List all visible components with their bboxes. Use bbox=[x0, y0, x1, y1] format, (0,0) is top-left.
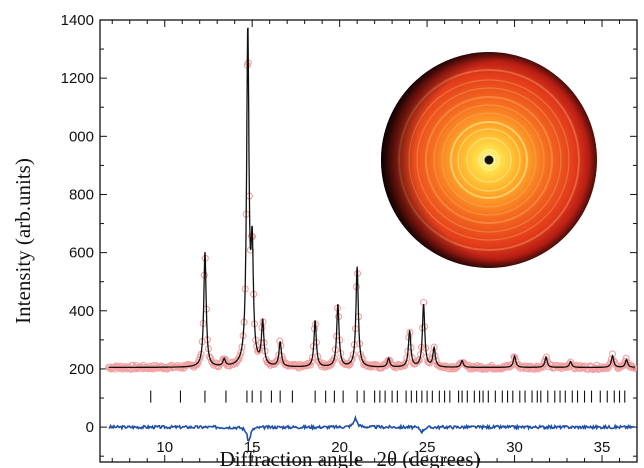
reflection-markers-series bbox=[150, 390, 626, 403]
x-axis-ticks: 10 15 20 25 30 35 bbox=[111, 20, 621, 462]
y-tick-label: 1400 bbox=[61, 12, 94, 29]
plot-frame bbox=[99, 19, 638, 463]
observed-point bbox=[400, 361, 408, 369]
beam-stop-dot bbox=[484, 155, 494, 165]
observed-point bbox=[144, 364, 152, 372]
diffraction-pattern-inset bbox=[381, 52, 597, 268]
y-tick-label: 600 bbox=[69, 245, 94, 262]
y-tick-label: 000 bbox=[69, 128, 94, 145]
x-tick-label: 15 bbox=[244, 439, 261, 456]
observed-point bbox=[494, 364, 502, 372]
x-axis-label-unit: (degrees) bbox=[402, 447, 480, 468]
observed-point bbox=[631, 364, 637, 372]
difference-curve-line bbox=[108, 414, 635, 443]
y-axis-ticks: 0 200 400 600 800 000 1200 1400 bbox=[61, 12, 637, 457]
x-axis-label: Diffraction angle 2θ (degrees) bbox=[220, 447, 481, 468]
observed-point bbox=[359, 356, 367, 364]
y-tick-label: 800 bbox=[69, 186, 94, 203]
observed-point bbox=[434, 361, 442, 369]
observed-point bbox=[111, 365, 119, 373]
observed-point bbox=[348, 355, 356, 363]
x-tick-label: 10 bbox=[156, 439, 173, 456]
observed-point bbox=[305, 359, 313, 368]
x-tick-label: 20 bbox=[331, 439, 348, 456]
x-tick-label: 30 bbox=[506, 439, 523, 456]
y-tick-label: 400 bbox=[69, 303, 94, 320]
y-tick-label: 1200 bbox=[61, 70, 94, 87]
x-tick-label: 25 bbox=[419, 439, 436, 456]
x-tick-label: 35 bbox=[594, 439, 611, 456]
observed-point bbox=[236, 352, 244, 360]
y-tick-label: 0 bbox=[86, 419, 94, 436]
observed-point bbox=[462, 361, 470, 369]
observed-points-series bbox=[105, 59, 637, 373]
observed-point bbox=[307, 358, 315, 366]
observed-point bbox=[511, 353, 519, 361]
x-axis-label-symbol: 2θ bbox=[376, 447, 397, 468]
observed-point bbox=[254, 347, 262, 355]
calculated-profile-line bbox=[108, 27, 635, 369]
x-axis-label-text: Diffraction angle bbox=[220, 447, 364, 468]
observed-point bbox=[402, 359, 410, 367]
y-axis-label: Intensity (arb.units) bbox=[11, 158, 35, 324]
y-tick-label: 200 bbox=[69, 361, 94, 378]
